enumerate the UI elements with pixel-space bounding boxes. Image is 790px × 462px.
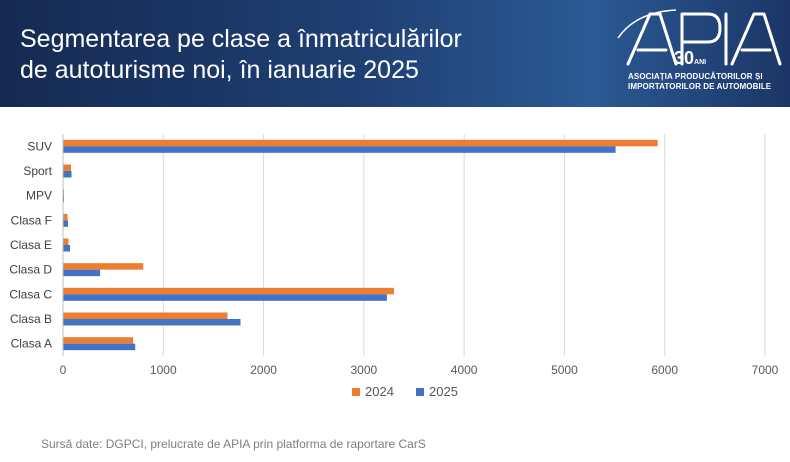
- bar-2024-clasa-e: [63, 238, 69, 245]
- logo-caption-line-1: ASOCIAȚIA PRODUCĂTORILOR ȘI: [628, 72, 763, 81]
- apia-logo-mark: [617, 9, 782, 66]
- category-label: Clasa A: [11, 337, 52, 351]
- bar-2025-clasa-a: [63, 343, 136, 351]
- title-line-2: de autoturisme noi, în ianuarie 2025: [20, 56, 419, 84]
- x-tick-label: 6000: [651, 363, 678, 377]
- bar-2025-clasa-b: [63, 319, 241, 326]
- x-tick-label: 7000: [752, 363, 779, 377]
- bar-2025-clasa-f: [63, 220, 69, 227]
- x-tick-label: 3000: [351, 363, 378, 377]
- category-label: Clasa E: [10, 238, 52, 252]
- anniversary-badge: 30ANI: [674, 48, 706, 69]
- logo-caption-line-2: IMPORTATORILOR DE AUTOMOBILE: [628, 82, 772, 91]
- x-tick-label: 5000: [551, 363, 578, 377]
- chart-title: Segmentarea pe clase a înmatriculărilor …: [20, 24, 530, 86]
- category-label: Sport: [23, 164, 52, 178]
- category-label: Clasa F: [11, 213, 52, 227]
- bar-2025-sport: [63, 171, 72, 178]
- legend-label: 2025: [429, 384, 458, 399]
- legend-swatch-2025: [416, 388, 424, 396]
- bar-chart: 0 1000 2000 3000 4000 5000 6000 7000 SUV Sport MPV…: [9, 134, 779, 399]
- header-banner: Segmentarea pe clase a înmatriculărilor …: [0, 0, 790, 107]
- x-tick-label: 1000: [150, 363, 177, 377]
- x-tick-label: 0: [60, 363, 67, 377]
- bar-2024-clasa-b: [63, 312, 228, 319]
- category-label: Clasa D: [9, 263, 52, 277]
- apia-logo: 30ANI ASOCIAȚIA PRODUCĂTORILOR ȘI IMPORT…: [616, 8, 786, 103]
- bar-2024-suv: [63, 139, 658, 147]
- chart-area: 0 1000 2000 3000 4000 5000 6000 7000 SUV Sport MPV…: [0, 120, 790, 420]
- source-note: Sursă date: DGPCI, prelucrate de APIA pr…: [41, 437, 426, 451]
- bar-2024-clasa-a: [63, 337, 134, 344]
- category-label: SUV: [27, 139, 52, 153]
- category-label: Clasa C: [9, 287, 52, 301]
- x-tick-label: 2000: [250, 363, 277, 377]
- bar-2025-clasa-c: [63, 294, 387, 301]
- logo-caption: ASOCIAȚIA PRODUCĂTORILOR ȘI IMPORTATORIL…: [628, 72, 788, 92]
- bar-2024-clasa-f: [63, 213, 68, 221]
- legend-label: 2024: [365, 384, 394, 399]
- bar-2024-sport: [63, 164, 72, 171]
- x-tick-label: 4000: [451, 363, 478, 377]
- bar-2025-clasa-d: [63, 269, 101, 277]
- category-label: MPV: [26, 189, 52, 203]
- bar-2025-clasa-e: [63, 245, 71, 252]
- bar-2025-suv: [63, 146, 616, 153]
- badge-number: 30: [674, 48, 695, 68]
- category-label: Clasa B: [10, 312, 52, 326]
- legend-swatch-2024: [352, 388, 360, 396]
- title-line-1: Segmentarea pe clase a înmatriculărilor: [20, 25, 462, 53]
- bar-2024-clasa-d: [63, 263, 144, 270]
- bar-2024-clasa-c: [63, 287, 394, 295]
- badge-suffix: ANI: [694, 59, 707, 66]
